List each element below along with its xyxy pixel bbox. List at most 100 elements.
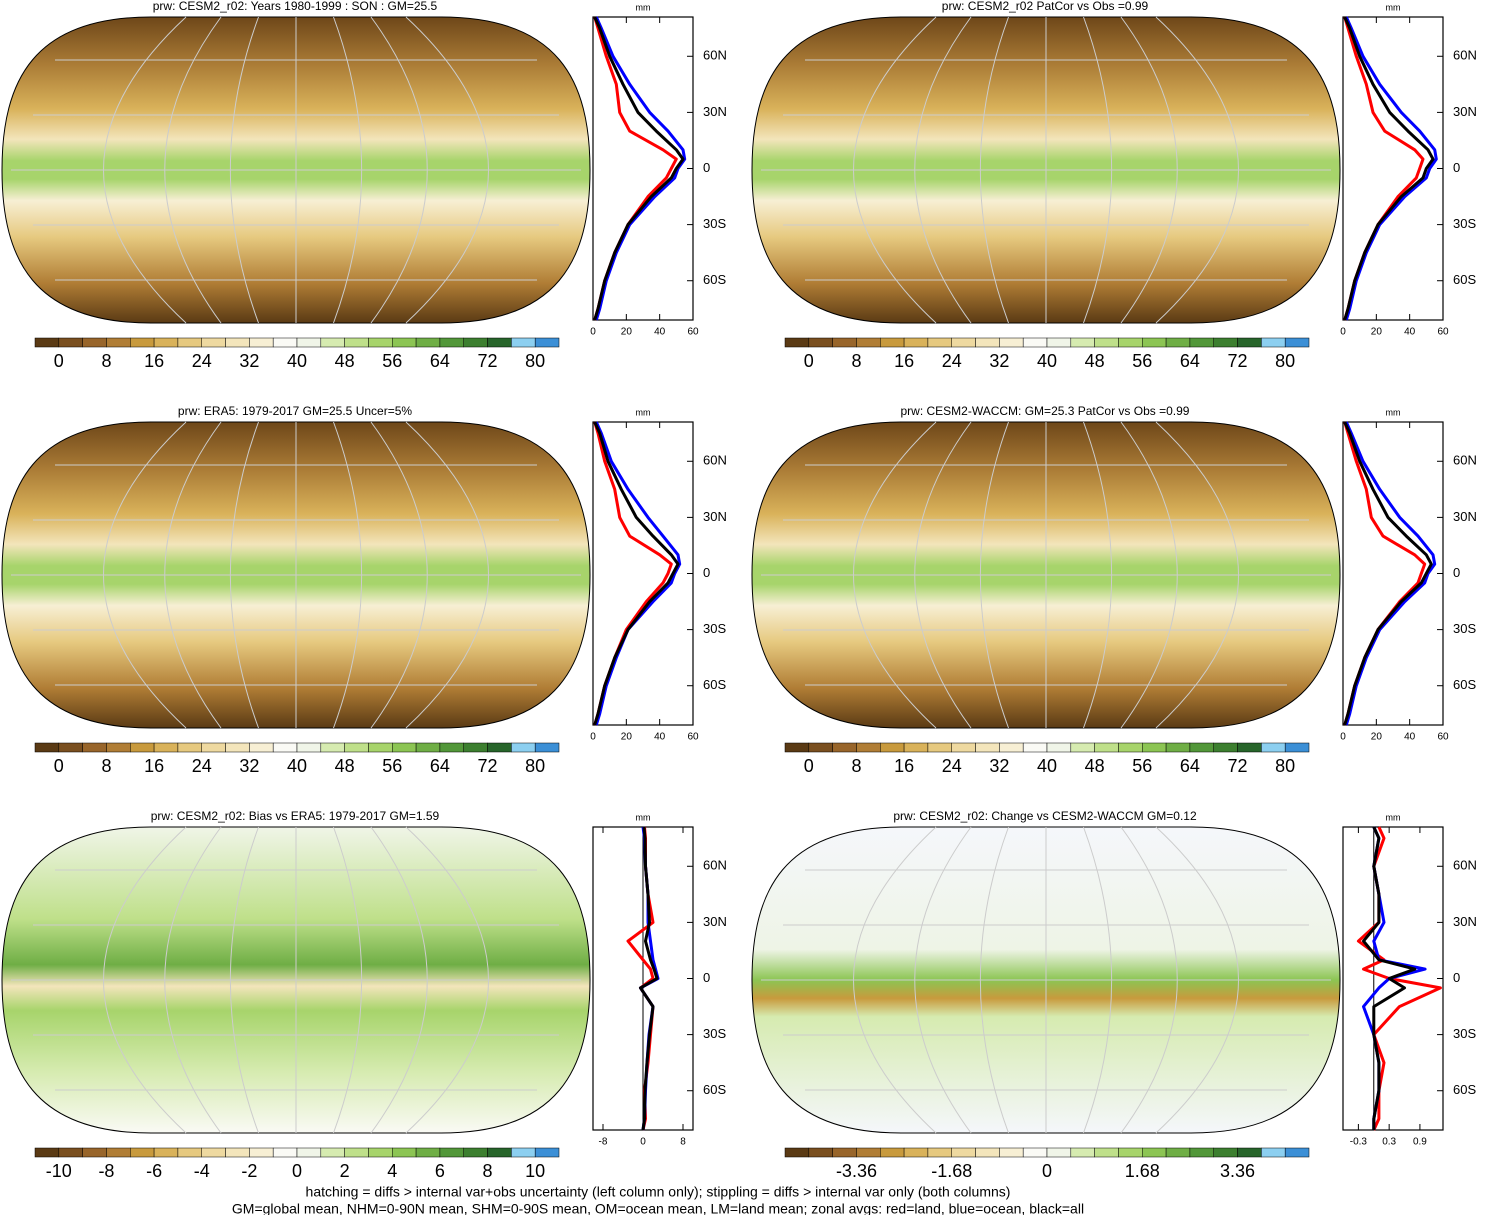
- colorbar-swatch: [58, 1147, 83, 1158]
- colorbar-label: 8: [101, 351, 111, 371]
- colorbar-swatch: [534, 337, 560, 348]
- y-tick-label: 60N: [703, 858, 727, 873]
- y-tick-label: 30S: [703, 1026, 726, 1041]
- y-tick-label: 30S: [1453, 216, 1476, 231]
- colorbar-swatch: [130, 337, 155, 348]
- colorbar-swatch: [880, 337, 905, 348]
- colorbar-label: 4: [387, 1161, 397, 1181]
- zonal-line: [1343, 421, 1433, 726]
- colorbar-swatch: [392, 337, 417, 348]
- colorbar-swatch: [511, 742, 536, 753]
- colorbar-swatch: [344, 1147, 369, 1158]
- colorbar-swatch: [320, 337, 345, 348]
- colorbar-swatch: [1165, 337, 1191, 348]
- colorbar-label: -6: [146, 1161, 162, 1181]
- colorbar-label: 0: [54, 351, 64, 371]
- colorbar-swatch: [784, 742, 810, 753]
- x-tick-label: 0: [1340, 732, 1346, 743]
- colorbar-swatch: [106, 742, 131, 753]
- y-tick-label: 30N: [703, 914, 727, 929]
- colorbar-swatch: [1094, 337, 1119, 348]
- colorbar-label: 56: [1132, 756, 1152, 776]
- x-tick-label: 40: [654, 327, 666, 338]
- colorbar-swatch: [344, 742, 369, 753]
- colorbar-swatch: [1070, 337, 1095, 348]
- zonal-line: [1362, 826, 1417, 1130]
- colorbar-label: 24: [942, 351, 962, 371]
- graticule: [853, 421, 937, 729]
- zonal-unit: mm: [636, 407, 651, 417]
- colorbar-swatch: [832, 742, 857, 753]
- colorbar-swatch: [1070, 742, 1095, 753]
- y-tick-label: 0: [703, 565, 710, 580]
- colorbar-label: 48: [335, 756, 355, 776]
- y-tick-label: 30N: [1453, 509, 1477, 524]
- colorbar-label: 40: [287, 756, 307, 776]
- colorbar-swatch: [1046, 742, 1072, 753]
- panel-title: prw: CESM2-WACCM: GM=25.3 PatCor vs Obs …: [901, 404, 1190, 418]
- colorbar-label: 80: [525, 756, 545, 776]
- y-tick-label: 60N: [1453, 48, 1477, 63]
- y-tick-label: 0: [1453, 160, 1460, 175]
- zonal-unit: mm: [1386, 812, 1401, 822]
- colorbar-swatch: [487, 742, 512, 753]
- colorbar-label: 2: [340, 1161, 350, 1181]
- graticule: [333, 16, 363, 324]
- colorbar-label: 32: [239, 351, 259, 371]
- colorbar-label: 56: [382, 756, 402, 776]
- x-tick-label: 20: [621, 732, 633, 743]
- colorbar-swatch: [82, 742, 107, 753]
- graticule: [164, 826, 222, 1134]
- colorbar-label: 0: [804, 351, 814, 371]
- colorbar-swatch: [34, 337, 60, 348]
- colorbar-swatch: [1213, 742, 1238, 753]
- colorbar-label: 40: [287, 351, 307, 371]
- zonal-line: [1344, 16, 1438, 321]
- zonal-line: [1343, 16, 1435, 321]
- colorbar-swatch: [1022, 1147, 1048, 1158]
- colorbar-swatch: [463, 1147, 488, 1158]
- colorbar-swatch: [856, 337, 881, 348]
- y-tick-label: 30N: [703, 104, 727, 119]
- x-tick-label: 60: [1437, 327, 1449, 338]
- panel-title: prw: CESM2_r02: Years 1980-1999 : SON : …: [153, 0, 438, 13]
- graticule: [1120, 421, 1178, 729]
- graticule: [103, 826, 187, 1134]
- colorbar-swatch: [106, 1147, 131, 1158]
- x-tick-label: 60: [1437, 732, 1449, 743]
- colorbar-swatch: [272, 337, 298, 348]
- colorbar-swatch: [1237, 742, 1262, 753]
- colorbar-swatch: [296, 1147, 322, 1158]
- colorbar-label: 24: [942, 756, 962, 776]
- y-tick-label: 30S: [703, 216, 726, 231]
- y-tick-label: 30S: [1453, 1026, 1476, 1041]
- colorbar-swatch: [808, 337, 833, 348]
- colorbar-swatch: [368, 337, 393, 348]
- graticule: [979, 421, 1009, 729]
- colorbar-swatch: [1213, 337, 1238, 348]
- colorbar-label: -2: [241, 1161, 257, 1181]
- colorbar-swatch: [1284, 1147, 1310, 1158]
- colorbar-swatch: [82, 1147, 107, 1158]
- colorbar-label: 16: [894, 756, 914, 776]
- colorbar-label: 3.36: [1220, 1161, 1255, 1181]
- colorbar-swatch: [487, 1147, 512, 1158]
- colorbar-label: 0: [804, 756, 814, 776]
- y-tick-label: 60S: [1453, 272, 1476, 287]
- graticule: [1083, 16, 1113, 324]
- colorbar-swatch: [1189, 337, 1214, 348]
- colorbar-swatch: [534, 742, 560, 753]
- colorbar-swatch: [1237, 1147, 1262, 1158]
- colorbar-swatch: [153, 337, 179, 348]
- colorbar-label: 56: [382, 351, 402, 371]
- x-tick-label: 60: [687, 732, 699, 743]
- colorbar-swatch: [808, 1147, 833, 1158]
- colorbar-swatch: [999, 337, 1024, 348]
- colorbar-label: 80: [1275, 351, 1295, 371]
- zonal-line: [593, 421, 680, 726]
- y-tick-label: 0: [703, 160, 710, 175]
- colorbar-label: 48: [1085, 756, 1105, 776]
- graticule: [333, 826, 363, 1134]
- y-tick-label: 60S: [703, 272, 726, 287]
- colorbar-swatch: [1237, 337, 1262, 348]
